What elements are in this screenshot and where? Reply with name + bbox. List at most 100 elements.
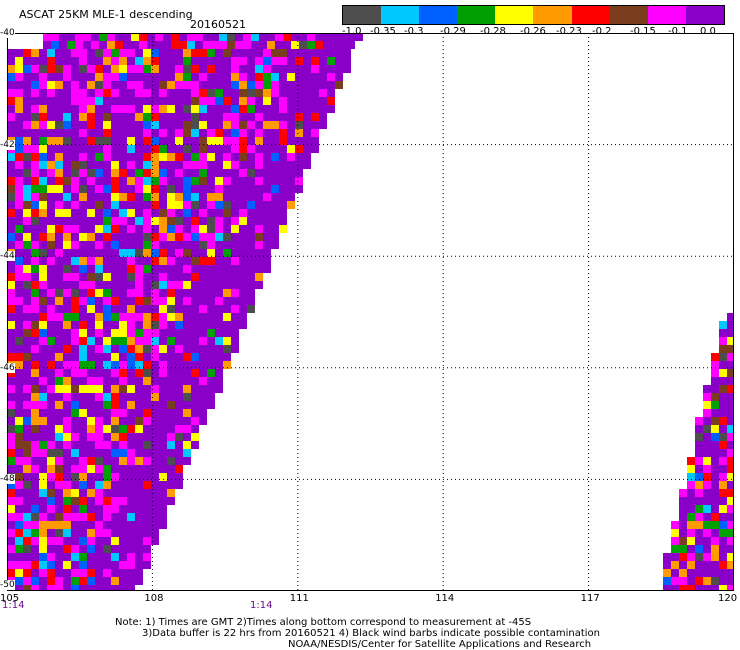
swath-cell (119, 489, 127, 497)
swath-cell (339, 41, 347, 49)
swath-cell (31, 273, 39, 281)
swath-cell (215, 73, 223, 81)
swath-cell (319, 89, 327, 97)
swath-cell (271, 217, 279, 225)
swath-cell (199, 233, 207, 241)
swath-cell (215, 257, 223, 265)
swath-cell (23, 537, 31, 545)
swath-cell (79, 409, 87, 417)
swath-cell (87, 121, 95, 129)
swath-cell (231, 233, 239, 241)
swath-cell (95, 577, 103, 585)
swath-cell (711, 385, 719, 393)
swath-cell (175, 89, 183, 97)
swath-cell (207, 217, 215, 225)
swath-cell (79, 305, 87, 313)
swath-cell (247, 161, 255, 169)
swath-cell (23, 385, 31, 393)
swath-cell (695, 449, 703, 457)
swath-cell (159, 249, 167, 257)
swath-cell (111, 217, 119, 225)
swath-cell (7, 305, 15, 313)
swath-cell (127, 49, 135, 57)
swath-cell (115, 33, 123, 41)
swath-cell (71, 65, 79, 73)
swath-cell (343, 65, 351, 73)
swath-cell (191, 401, 199, 409)
swath-cell (687, 529, 695, 537)
swath-cell (255, 113, 263, 121)
swath-cell (15, 65, 23, 73)
swath-cell (103, 241, 111, 249)
swath-cell (687, 465, 695, 473)
swath-cell (247, 89, 255, 97)
swath-cell (103, 417, 111, 425)
swath-cell (223, 105, 231, 113)
note-line-3: NOAA/NESDIS/Center for Satellite Applica… (288, 639, 592, 650)
swath-cell (23, 529, 31, 537)
swath-cell (143, 529, 151, 537)
swath-cell (215, 329, 223, 337)
swath-cell (95, 73, 103, 81)
swath-cell (271, 129, 279, 137)
swath-cell (7, 401, 15, 409)
swath-cell (199, 321, 207, 329)
swath-cell (243, 41, 251, 49)
swath-cell (159, 513, 167, 521)
swath-cell (7, 441, 15, 449)
swath-cell (55, 433, 63, 441)
swath-cell (63, 209, 71, 217)
swath-cell (303, 97, 311, 105)
swath-cell (87, 393, 95, 401)
swath-cell (151, 185, 159, 193)
swath-cell (247, 49, 255, 57)
swath-cell (263, 185, 271, 193)
swath-cell (255, 121, 263, 129)
swath-cell (119, 233, 127, 241)
swath-cell (39, 361, 47, 369)
swath-cell (143, 497, 151, 505)
swath-cell (103, 49, 111, 57)
swath-cell (31, 561, 39, 569)
swath-cell (119, 569, 127, 577)
swath-cell (191, 185, 199, 193)
swath-cell (159, 153, 167, 161)
swath-cell (187, 41, 195, 49)
swath-cell (239, 321, 247, 329)
swath-cell (159, 201, 167, 209)
swath-cell (279, 137, 287, 145)
swath-cell (727, 457, 734, 465)
swath-cell (63, 201, 71, 209)
swath-cell (119, 81, 127, 89)
swath-cell (87, 321, 95, 329)
swath-cell (15, 273, 23, 281)
swath-cell (199, 65, 207, 73)
swath-cell (719, 353, 727, 361)
swath-cell (95, 97, 103, 105)
swath-cell (79, 137, 87, 145)
swath-cell (23, 105, 31, 113)
swath-cell (47, 449, 55, 457)
swath-cell (31, 545, 39, 553)
swath-cell (119, 201, 127, 209)
swath-cell (223, 169, 231, 177)
swath-cell (55, 345, 63, 353)
swath-cell (79, 585, 87, 591)
swath-cell (31, 129, 39, 137)
swath-cell (199, 329, 207, 337)
swath-cell (191, 73, 199, 81)
swath-cell (111, 353, 119, 361)
swath-cell (31, 145, 39, 153)
swath-cell (87, 193, 95, 201)
swath-cell (247, 105, 255, 113)
swath-cell (151, 521, 159, 529)
swath-cell (95, 273, 103, 281)
swath-cell (55, 417, 63, 425)
swath-cell (167, 161, 175, 169)
swath-cell (31, 521, 39, 529)
swath-cell (111, 457, 119, 465)
swath-cell (239, 153, 247, 161)
swath-cell (111, 225, 119, 233)
swath-cell (23, 161, 31, 169)
swath-cell (23, 449, 31, 457)
